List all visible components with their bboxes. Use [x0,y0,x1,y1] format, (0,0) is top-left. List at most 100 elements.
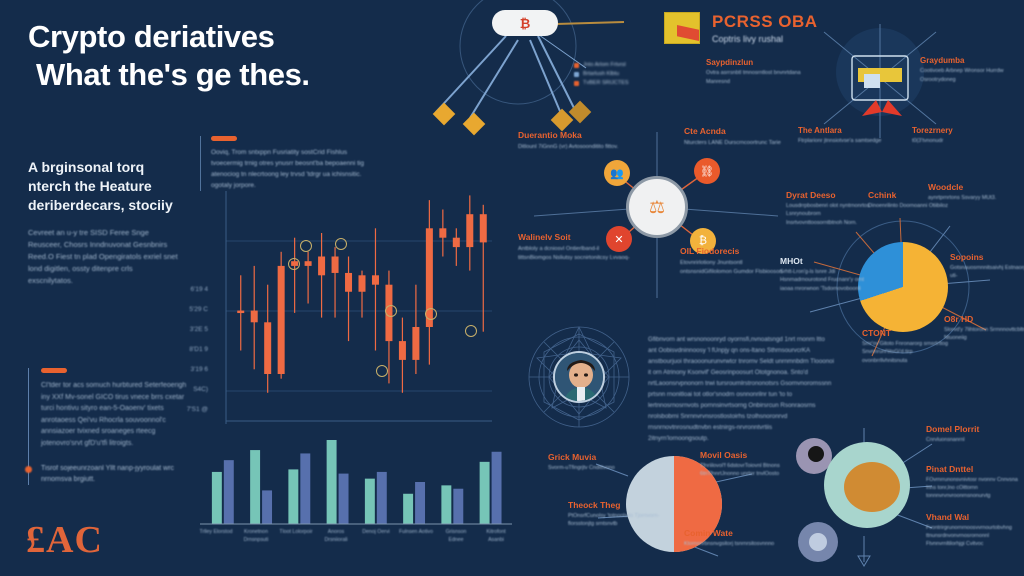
cell-nucleus-shape [844,462,900,512]
hub-quadrant-bottom-left: Walinelv Soit Antbloly a dcniosvl Ontier… [518,232,630,263]
bar-category-label: Anoros Drsniiorali [324,529,348,543]
candle-body [318,256,326,276]
hub-spoke-diagram: ⚖ 👥 ⛓ ✕ ₿ Duerantio Moka Ditlounl 7iGnnG… [516,126,786,306]
device-label-left-body: Ovtra asrrsnbtl tmnosrntlost bnvnrtdana … [706,70,801,85]
candle-body [371,275,379,285]
network-legend-label: Jnto Arlom Frtvrsl [583,62,626,68]
donut-label-grick-muvia: Grick Muvia Svorm-uTfingrjtv Cndittvono [548,452,648,472]
hub-quadrant-top-left-body: Ditlounl 7iGnnG (vr) Avtosoonditito fitt… [518,144,619,150]
pie-label-dyrat: Dyrat Deeso Lousdrrpbosbenri olot nyntrn… [786,190,878,227]
left-intro-body: Cevreet an u-y tre SISD Feree Snge Reusc… [28,228,178,285]
device-schematic [823,24,937,138]
exploded-device-diagram [790,20,970,140]
device-label-right: Graydumba Cootivoeb Arbnep Wronsor Hurrd… [920,56,1016,84]
bar-segment [479,461,490,524]
device-label-bottom-right-body: t0(3'tvnonudr [912,138,944,144]
donut-label-theock-theg-heading: Theock Theg [568,500,621,510]
bar-segment [250,450,261,524]
pie-label-woodcle-heading: Woodcle [928,182,964,192]
left-note-body: Cl'tder tor acs somuch hurbtured Seterfe… [41,382,187,447]
hub-quadrant-top-right-heading: Cte Acnda [684,126,726,136]
chart-annotation-marker [425,308,437,320]
network-legend-row: Brtarlush Klbtu [574,71,629,77]
bar-segment [491,451,502,524]
bar-segment [338,473,349,524]
candlestick-y-axis: 6'19 4 5'29 C 3'2E 5 8'D1 9 3'19 6 S4C) … [178,286,208,426]
y-tick-5: S4C) [193,386,208,393]
hub-satellite-1[interactable]: 👥 [604,160,630,186]
pie-label-cchink-heading: Cchink [868,190,897,200]
bar-chart-plot [200,440,512,525]
candlestick-chart-panel: Ooviq, Trom sntxppn Fusriatity sostCrid … [186,136,496,436]
pie-label-dyrat-body: Lousdrrpbosbenri olot nyntrnonrtos Lsnry… [786,203,870,226]
headline-line-2: What the's ge thes. [36,57,310,92]
hub-quadrant-bottom-right: OIL Fiodorecis Etovnrirlotiony Jnuntsont… [680,246,792,277]
bar-segment [223,460,234,524]
hub-quadrant-bottom-left-body: Antbloly a dcniosvl Ontierlband-il titts… [518,246,630,261]
network-diagram: ₿ Jnto Arlom Frtvrsl Brtarlush Klbtu TvBER… [414,0,694,140]
network-legend: Jnto Arlom Frtvrsl Brtarlush Klbtu TvBER S… [574,62,629,89]
avatar-portrait-icon [555,353,603,401]
banner-heading: PCRSS OBA [712,12,818,31]
pie-label-o8rhd-body: Slorvd'y 7lihtoronn Srrnnnovttcbltnng Nt… [944,327,1024,342]
candle-body [304,261,312,266]
left-note-footnote: Tisrof sojeeunrzoanl Yllt nanp-jyyroulat… [25,463,188,485]
hub-satellite-4[interactable]: ₿ [690,228,716,254]
candle-body [425,228,433,327]
cell-label-pinat-dnttel-heading: Pinat Dnttel [926,464,974,474]
left-kicker-heading: A brginsonal torq nterch the Heature der… [28,159,173,213]
bar-segment [364,478,375,524]
headline-line-1: Crypto deriatives [28,19,275,54]
hub-quadrant-top-left-heading: Duerantio Moka [518,130,582,140]
pie-chart-disc[interactable] [858,242,948,332]
legend-swatch-icon [574,62,579,68]
donut-chart-disc[interactable] [626,456,722,552]
banner-subheading: Coptris livy rushal [712,34,784,44]
device-label-bottom-right-heading: Torezrnery [912,126,953,135]
hub-quadrant-top-left: Duerantio Moka Ditlounl 7iGnnG (vr) Avto… [518,130,630,152]
y-tick-0: 6'19 4 [190,286,208,293]
candle-body [398,341,406,360]
y-tick-6: 7'S1 @ [186,406,208,413]
hub-center-node[interactable]: ⚖ [626,176,688,238]
donut-label-grick-muvia-heading: Grick Muvia [548,452,597,462]
network-root-node[interactable]: ₿ [492,10,558,36]
device-label-left: Saypdinzlun Ovtra asrrsnbtl tmnosrntlost… [706,58,802,86]
candle-body [412,327,420,360]
avatar-feature-body: Gfibnvorn ant wrsnonoonryd oyornsfi,nvno… [648,336,834,442]
donut-label-movil-oasis-body: Tfnriilovol'f 6dstovrToiovnl Btnons 6tnT… [700,463,780,478]
cell-label-domel-plorrit: Domel Plorrit Cnrvluonsnanrnl [926,424,1024,444]
cell-diagram-block [792,404,1024,576]
device-label-bottom-right: Torezrnery t0(3'tvnonudr [912,126,1008,146]
brand-wordmark: £AC [26,519,103,561]
bar-segment [453,488,464,524]
hub-satellite-2[interactable]: ⛓ [694,158,720,184]
hub-satellite-3[interactable]: ✕ [606,226,632,252]
y-tick-4: 3'19 6 [190,366,208,373]
coin-icon: ₿ [698,235,708,247]
hub-quadrant-bottom-left-heading: Walinelv Soit [518,232,571,242]
network-legend-row: TvBER SRIJCTES [574,80,629,86]
donut-slice-orange [674,456,722,552]
pie-label-mhot: MHOt Srhtt-Lron'g-ls lsnre Jdi Hsnrnadrn… [780,256,872,293]
bar-segment [288,469,299,524]
pie-label-sopoins-body: Gotsnauosrnnnitsaivhj Estnaorgriuo uti- [950,265,1024,280]
cell-label-pinat-dnttel-body: FOvrnrrunonsvnivtosr nvonnv Cnnvsna Inns… [926,477,1018,500]
candlestick-note-body: Ooviq, Trom sntxppn Fusriatity sostCrid … [211,149,364,189]
banner-block: PCRSS OBA Coptris livy rushal [664,8,864,64]
bar-segment [403,493,414,524]
bar-segment [415,482,426,524]
left-note-accent-bar [41,368,67,373]
donut-label-movil-oasis-heading: Movil Oasis [700,450,748,460]
bar-category-label: Fulnsen Aotivo [398,529,434,535]
chart-annotation-marker [300,240,312,252]
bar-segment [376,471,387,524]
y-tick-2: 3'2E 5 [189,326,208,333]
bar-category-label: Trlley Elorstod [199,529,233,535]
bar-chart-panel: Trlley Elorstod Kronetnon Drnsnpsuti Tloot… [196,436,516,568]
chart-annotation-marker [376,365,388,377]
y-tick-3: 8'D1 9 [189,346,208,353]
network-legend-label: TvBER SRIJCTES [583,80,629,86]
bar-segment [300,453,311,524]
bullet-dot-icon [25,466,32,473]
